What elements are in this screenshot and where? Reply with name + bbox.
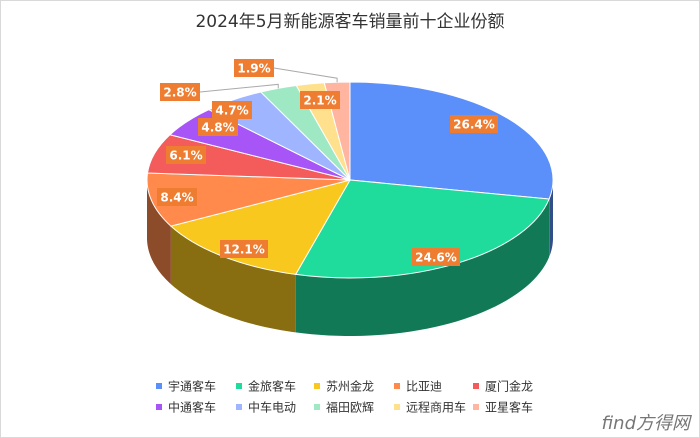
label-box [220,240,268,258]
legend-label: 中车电动 [248,400,296,415]
label-box [160,83,200,101]
data-label: 6.1% [169,149,202,163]
legend-swatch [394,404,400,410]
pie-side [170,226,296,333]
legend-swatch [314,404,320,410]
label-box [198,118,238,136]
pie-slice [146,172,351,227]
label-box [212,101,252,119]
legend-swatch [156,404,162,410]
label-box [234,59,274,77]
watermark: find方得网 [602,413,692,434]
pie-side [549,180,553,257]
label-box [412,248,460,266]
legend-swatch [394,383,400,389]
legend-label: 厦门金龙 [485,379,533,394]
data-label: 4.7% [215,104,248,118]
legend-swatch [473,404,479,410]
legend-label: 金旅客车 [248,379,296,394]
legend-label: 苏州金龙 [326,379,374,394]
pie-side [147,180,171,285]
leader-line [199,83,279,93]
legend-swatch [236,383,242,389]
label-box [450,115,498,133]
label-box [166,146,206,164]
pie-slice [349,81,554,200]
data-label: 12.1% [223,243,265,257]
legend-label: 比亚迪 [406,380,442,394]
pie-side [295,199,550,336]
legend-label: 远程商用车 [406,400,466,415]
data-label: 2.8% [163,86,196,100]
chart-title: 2024年5月新能源客车销量前十企业份额 [195,12,504,32]
data-label: 26.4% [453,118,495,132]
legend-swatch [473,383,479,389]
legend-swatch [236,404,242,410]
data-label: 1.9% [237,62,270,76]
data-label: 24.6% [415,251,457,265]
data-label: 4.8% [201,121,234,135]
legend-label: 宇通客车 [168,379,216,394]
data-label: 8.4% [160,191,193,205]
legend-label: 亚星客车 [485,400,533,415]
legend-label: 中通客车 [168,400,216,415]
leader-line [273,67,338,83]
label-box [300,91,340,109]
label-box [157,188,197,206]
data-label: 2.1% [303,94,336,108]
legend-swatch [314,383,320,389]
legend-label: 福田欧辉 [326,400,374,415]
legend-swatch [156,383,162,389]
